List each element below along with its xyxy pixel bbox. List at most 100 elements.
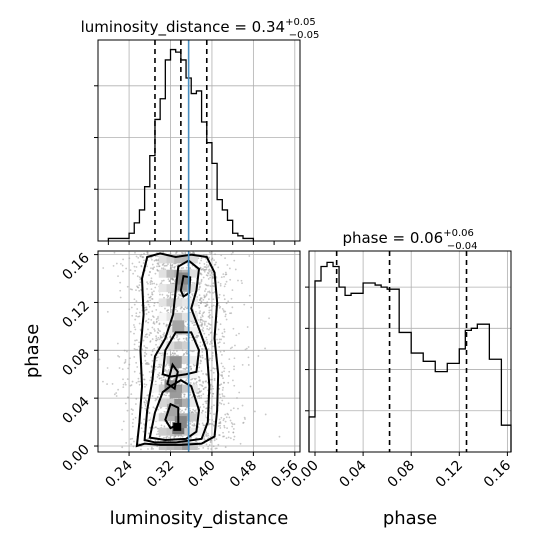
scatter-point bbox=[237, 407, 239, 410]
scatter-point bbox=[206, 325, 208, 328]
scatter-point bbox=[197, 370, 200, 373]
scatter-point bbox=[205, 374, 208, 376]
scatter-point bbox=[264, 347, 266, 350]
scatter-point bbox=[198, 391, 201, 394]
scatter-point bbox=[220, 416, 223, 419]
scatter-point bbox=[210, 258, 213, 261]
scatter-point bbox=[217, 296, 220, 299]
scatter-point bbox=[203, 311, 206, 314]
scatter-point bbox=[162, 352, 165, 355]
scatter-point bbox=[158, 338, 161, 341]
scatter-point bbox=[183, 292, 186, 295]
scatter-point bbox=[204, 305, 207, 307]
scatter-point bbox=[207, 445, 210, 448]
joint-ytick-label-0.12: 0.12 bbox=[59, 298, 92, 331]
scatter-point bbox=[224, 420, 227, 423]
scatter-point bbox=[191, 339, 194, 342]
scatter-point bbox=[157, 263, 160, 266]
scatter-point bbox=[132, 418, 135, 421]
scatter-point bbox=[212, 367, 215, 369]
scatter-point bbox=[199, 282, 202, 284]
density-cell bbox=[189, 255, 198, 264]
scatter-point bbox=[119, 289, 122, 292]
luminosity-distance-histogram bbox=[107, 48, 255, 241]
scatter-point bbox=[189, 251, 192, 254]
scatter-point bbox=[203, 263, 206, 265]
scatter-point bbox=[207, 322, 210, 325]
scatter-point bbox=[179, 307, 182, 310]
scatter-point bbox=[224, 313, 227, 316]
scatter-point bbox=[232, 431, 235, 434]
scatter-point bbox=[244, 348, 247, 351]
scatter-point bbox=[146, 288, 148, 290]
scatter-point bbox=[211, 305, 213, 308]
scatter-point bbox=[200, 397, 202, 399]
scatter-point bbox=[185, 307, 188, 310]
scatter-point bbox=[199, 321, 202, 323]
scatter-point bbox=[125, 267, 128, 270]
scatter-point bbox=[122, 270, 124, 273]
scatter-point bbox=[211, 423, 214, 426]
density-cell bbox=[174, 341, 183, 350]
scatter-point bbox=[223, 330, 226, 333]
scatter-point bbox=[185, 350, 188, 353]
scatter-point bbox=[228, 267, 231, 270]
scatter-point bbox=[124, 383, 127, 386]
scatter-point bbox=[154, 286, 157, 289]
scatter-point bbox=[225, 273, 228, 276]
scatter-point bbox=[174, 308, 177, 311]
scatter-point bbox=[202, 406, 205, 408]
scatter-point bbox=[144, 359, 147, 362]
scatter-point bbox=[131, 314, 134, 317]
scatter-point bbox=[233, 368, 235, 371]
scatter-point bbox=[172, 278, 175, 281]
scatter-point bbox=[219, 284, 222, 287]
scatter-point bbox=[232, 428, 235, 430]
scatter-point bbox=[202, 446, 205, 449]
scatter-point bbox=[217, 342, 220, 344]
scatter-point bbox=[117, 388, 120, 391]
joint-xtick-label-0.24: 0.24 bbox=[103, 457, 136, 490]
scatter-point bbox=[211, 385, 214, 388]
scatter-point bbox=[181, 252, 183, 254]
scatter-point bbox=[158, 363, 161, 366]
scatter-point bbox=[217, 266, 220, 269]
scatter-point bbox=[199, 272, 202, 275]
scatter-point bbox=[200, 384, 203, 387]
scatter-point bbox=[201, 314, 204, 317]
scatter-point bbox=[233, 435, 236, 438]
scatter-point bbox=[160, 379, 163, 382]
scatter-point bbox=[211, 359, 213, 362]
scatter-point bbox=[167, 263, 169, 265]
scatter-point bbox=[175, 336, 178, 339]
joint-ytick-label-0.00: 0.00 bbox=[59, 442, 92, 475]
contour-mid2 bbox=[161, 331, 201, 378]
scatter-point bbox=[198, 366, 201, 369]
scatter-point bbox=[190, 320, 193, 323]
scatter-point bbox=[228, 416, 231, 419]
scatter-point bbox=[170, 353, 173, 356]
scatter-point bbox=[201, 354, 204, 357]
scatter-point bbox=[147, 311, 150, 314]
scatter-point bbox=[183, 411, 185, 414]
scatter-point bbox=[210, 407, 213, 410]
scatter-point bbox=[155, 343, 157, 346]
scatter-point bbox=[149, 379, 152, 382]
scatter-point bbox=[223, 370, 225, 373]
scatter-point bbox=[175, 350, 178, 352]
scatter-point bbox=[146, 251, 149, 254]
scatter-point bbox=[181, 306, 183, 309]
scatter-point bbox=[211, 316, 214, 318]
scatter-point bbox=[194, 336, 197, 339]
scatter-point bbox=[138, 345, 140, 348]
joint-density-panel: 0.24 0.32 0.40 0.48 0.56 0.000.040.080.120.1… bbox=[22, 250, 302, 529]
scatter-point bbox=[203, 253, 205, 256]
scatter-point bbox=[202, 330, 205, 332]
scatter-point bbox=[154, 365, 157, 368]
scatter-point bbox=[129, 357, 131, 360]
scatter-point bbox=[221, 399, 224, 402]
scatter-point bbox=[182, 266, 185, 269]
density-cell bbox=[166, 284, 175, 293]
scatter-point bbox=[159, 330, 162, 333]
scatter-point bbox=[153, 282, 156, 285]
